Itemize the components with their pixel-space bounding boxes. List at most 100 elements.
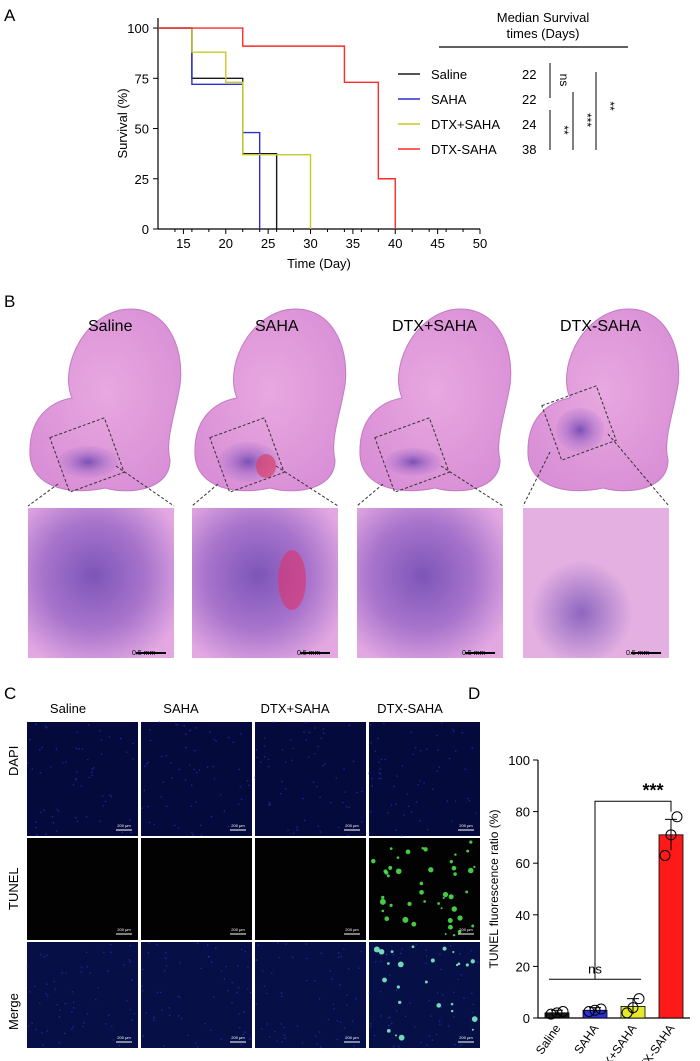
nucleus-dot <box>28 991 31 993</box>
nucleus-dot <box>255 749 258 751</box>
nucleus-dot <box>289 739 292 741</box>
nucleus-dot <box>447 1025 450 1027</box>
nucleus-dot <box>265 992 268 995</box>
nucleus-dot <box>100 739 103 741</box>
nucleus-dot <box>212 765 215 768</box>
nucleus-dot <box>454 750 457 752</box>
nucleus-dot <box>210 961 213 963</box>
nucleus-dot <box>144 765 146 768</box>
nucleus-dot <box>178 768 181 771</box>
nucleus-dot <box>387 1016 389 1019</box>
tunel-positive-dot <box>444 933 447 936</box>
nucleus-dot <box>463 997 465 999</box>
nucleus-dot <box>476 961 479 963</box>
nucleus-dot <box>457 978 459 981</box>
nucleus-dot <box>31 1022 33 1025</box>
y-axis-label: Survival (%) <box>115 88 130 158</box>
hemorrhage-zoom <box>278 550 306 610</box>
nucleus-dot <box>238 768 241 771</box>
nucleus-dot <box>174 824 176 827</box>
y-tick-label: 0 <box>142 222 149 237</box>
nucleus-dot <box>58 1015 61 1018</box>
nucleus-dot <box>41 746 43 749</box>
nucleus-dot <box>179 996 181 999</box>
nucleus-dot <box>284 1037 287 1040</box>
nucleus-dot <box>439 1023 441 1026</box>
nucleus-dot <box>454 800 457 802</box>
fluor-tile <box>369 722 480 836</box>
tunel-positive-dot <box>384 916 390 922</box>
median-value: 22 <box>522 67 536 82</box>
scale-bar-label: 200 μm <box>117 927 131 932</box>
fluor-tile <box>369 942 480 1048</box>
nucleus-dot <box>40 811 42 814</box>
fluor-tile <box>255 838 366 940</box>
nucleus-dot <box>319 831 322 833</box>
y-tick-label: 80 <box>516 805 530 820</box>
y-tick-label: 20 <box>516 959 530 974</box>
nucleus-dot <box>219 794 222 796</box>
nucleus-dot <box>304 819 306 822</box>
nucleus-dot <box>428 1035 431 1037</box>
nucleus-dot <box>123 964 125 966</box>
nucleus-dot <box>369 1023 372 1025</box>
nucleus-dot <box>236 991 238 994</box>
nucleus-dot <box>319 796 321 799</box>
nucleus-dot <box>243 1011 245 1013</box>
nucleus-dot <box>86 1012 89 1015</box>
nucleus-dot <box>378 761 380 764</box>
tunel-positive-dot <box>451 865 457 871</box>
data-point <box>595 1003 607 1015</box>
y-tick-label: 60 <box>516 856 530 871</box>
zoom-tile <box>523 508 669 658</box>
tunel-positive-dot <box>383 869 388 874</box>
panel-label-c: C <box>4 684 17 703</box>
histology-group-label: DTX-SAHA <box>560 318 641 335</box>
nucleus-dot <box>213 778 216 780</box>
fluor-tile <box>141 942 252 1048</box>
scale-bar-label: 200 μm <box>231 1035 245 1040</box>
nucleus-dot <box>35 826 37 829</box>
x-tick-label: Saline <box>533 1021 564 1057</box>
nucleus-dot <box>458 952 461 955</box>
nucleus-dot <box>110 1025 113 1028</box>
nucleus-dot <box>200 967 202 970</box>
nucleus-dot <box>394 829 397 831</box>
nucleus-dot <box>373 1034 376 1037</box>
nucleus-dot <box>103 951 105 954</box>
nucleus-dot <box>141 807 143 810</box>
nucleus-dot <box>368 992 371 994</box>
survival-line-dtx+saha <box>158 27 312 229</box>
nucleus-dot <box>176 724 179 726</box>
tunel-positive-dot <box>386 1028 391 1033</box>
nucleus-dot <box>419 749 422 752</box>
nucleus-dot <box>410 731 412 734</box>
panel-label-d: D <box>468 684 481 703</box>
nucleus-dot <box>336 1019 339 1022</box>
nucleus-dot <box>415 801 418 803</box>
nucleus-dot <box>237 964 239 967</box>
zoom-box <box>49 417 125 493</box>
nucleus-dot <box>369 723 372 726</box>
nucleus-dot <box>471 1011 474 1014</box>
nucleus-dot <box>86 966 89 968</box>
nucleus-dot <box>70 1028 73 1031</box>
scale-bar-label: 0.5 mm <box>462 650 486 657</box>
sig-label: ns <box>557 74 571 87</box>
nucleus-dot <box>215 740 217 743</box>
tunel-positive-dot <box>378 948 385 955</box>
nucleus-dot <box>194 1042 197 1044</box>
nucleus-dot <box>177 1015 180 1017</box>
scale-bar-label: 200 μm <box>459 823 473 828</box>
nucleus-dot <box>185 746 187 749</box>
nucleus-dot <box>431 788 434 791</box>
nucleus-dot <box>242 1033 245 1036</box>
nucleus-dot <box>315 785 318 788</box>
nucleus-dot <box>377 737 379 740</box>
nucleus-dot <box>393 785 395 788</box>
nucleus-dot <box>454 1043 456 1046</box>
nucleus-dot <box>145 763 148 765</box>
nucleus-dot <box>453 730 455 733</box>
nucleus-dot <box>320 952 323 954</box>
nucleus-dot <box>213 996 215 998</box>
